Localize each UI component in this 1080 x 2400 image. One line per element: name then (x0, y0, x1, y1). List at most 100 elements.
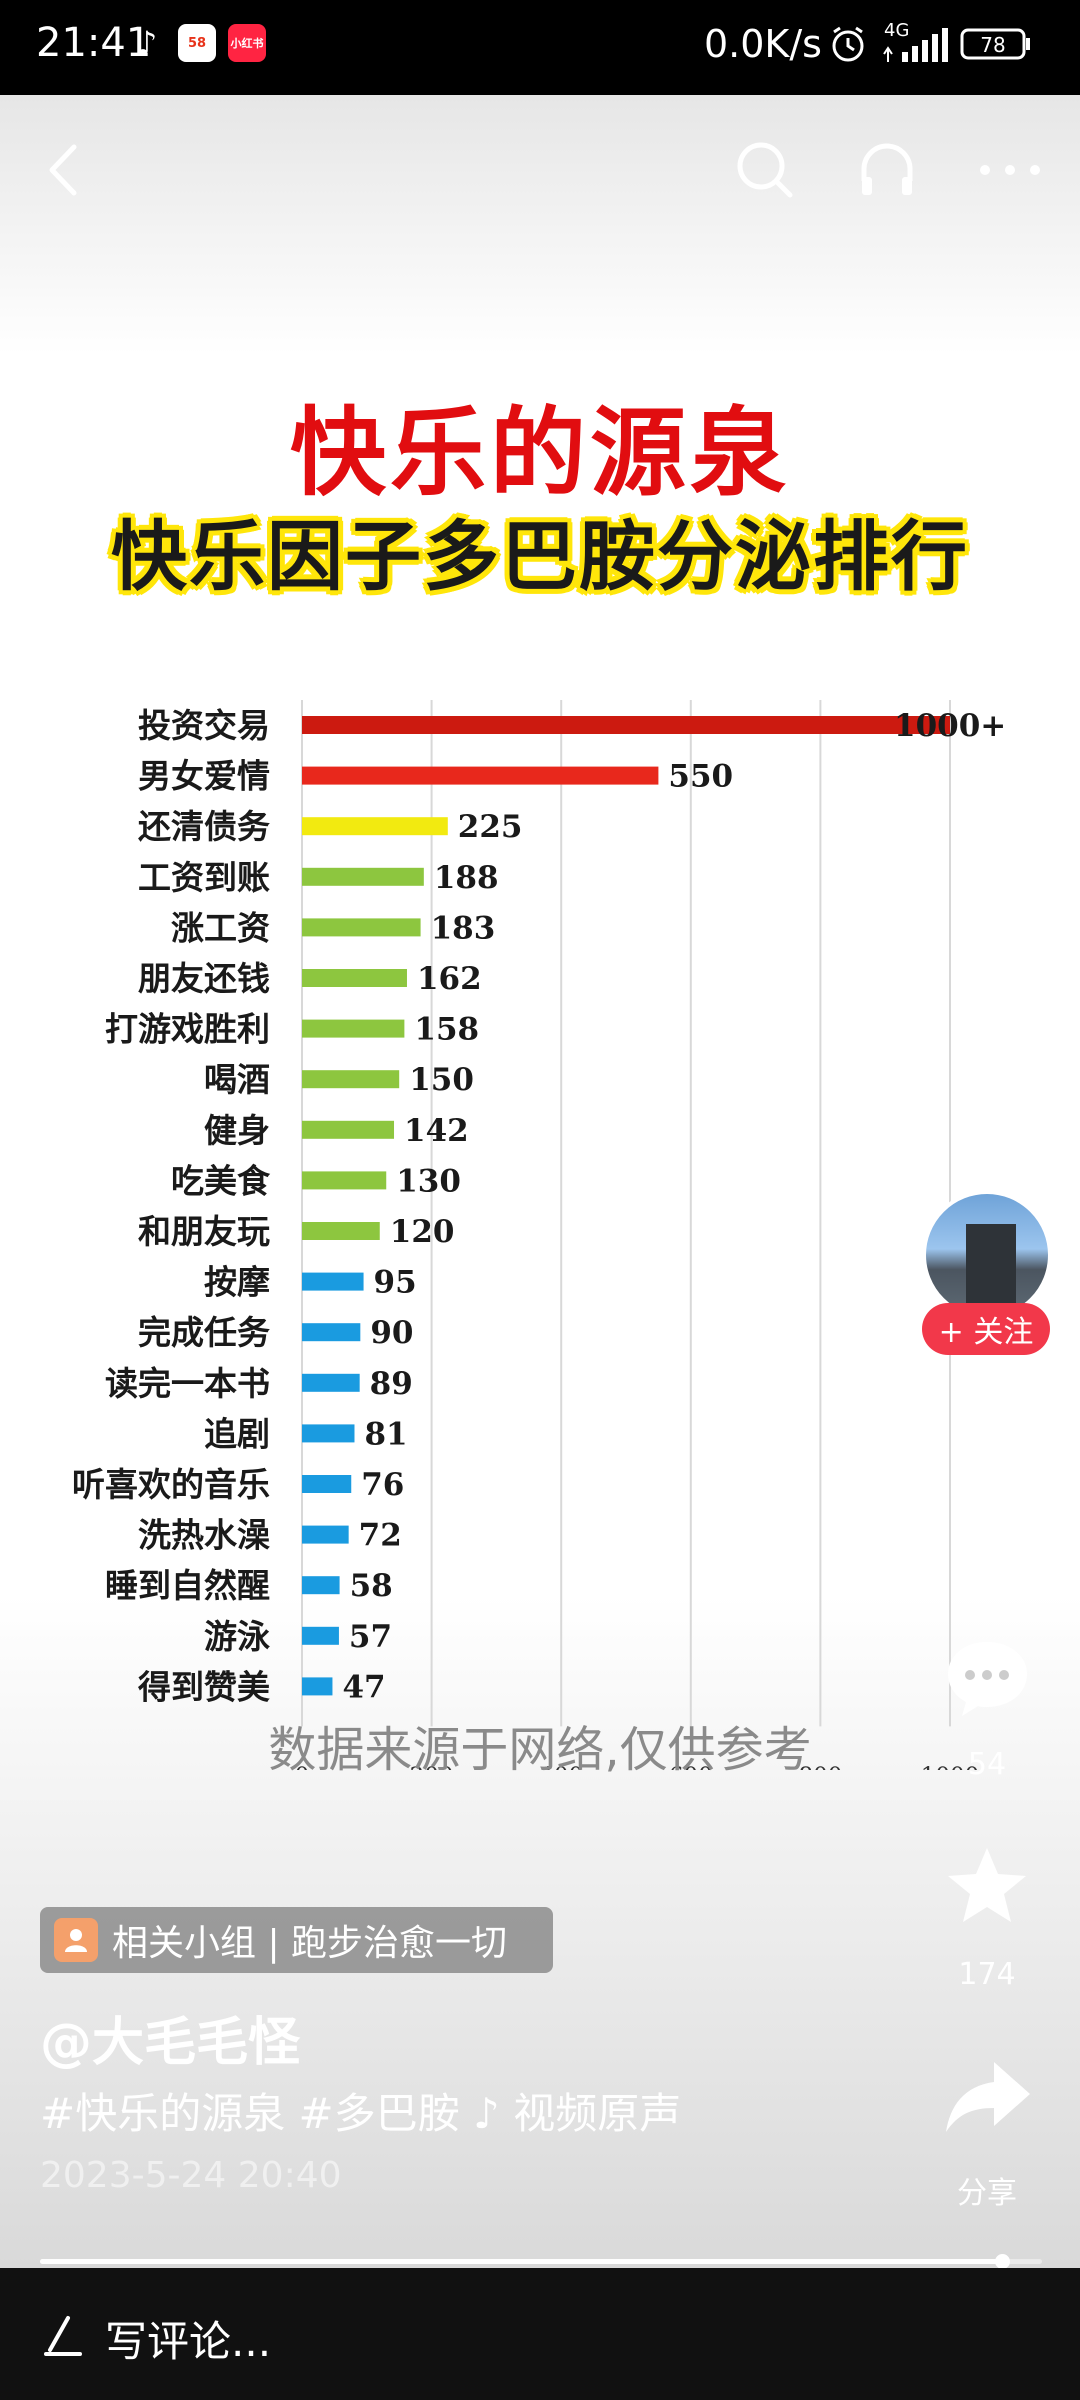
bar (302, 918, 421, 937)
post-date: 2023-5-24 20:40 (40, 2155, 342, 2196)
follow-button[interactable]: + 关注 (922, 1303, 1050, 1355)
bar (302, 1626, 339, 1645)
search-icon[interactable] (730, 135, 800, 205)
category-label: 游泳 (204, 1617, 270, 1656)
author-avatar[interactable] (922, 1190, 1052, 1320)
alarm-icon (832, 26, 864, 62)
category-label: 投资交易 (138, 706, 270, 745)
x-tick-label: 0 (295, 1763, 310, 1770)
category-label: 工资到账 (138, 858, 270, 897)
value-label: 142 (404, 1113, 469, 1149)
x-tick-label: 1000 (921, 1763, 980, 1770)
category-label: 洗热水澡 (138, 1516, 270, 1555)
bar (302, 1373, 360, 1392)
favorite-count: 174 (958, 1957, 1016, 1992)
bar (302, 969, 407, 987)
bar (302, 1070, 400, 1089)
value-label: 90 (370, 1315, 413, 1351)
value-label: 95 (374, 1265, 417, 1301)
category-label: 得到赞美 (137, 1667, 270, 1706)
bar (302, 1222, 380, 1240)
bar (302, 1525, 349, 1544)
value-label: 89 (370, 1366, 413, 1402)
bar (302, 1120, 395, 1139)
category-label: 读完一本书 (105, 1364, 270, 1403)
bottom-comment-bar[interactable]: 写评论... (0, 2268, 1080, 2400)
bar (302, 1576, 340, 1595)
bar (302, 1424, 355, 1443)
post-caption[interactable]: #快乐的源泉 #多巴胺 ♪ 视频原声 (40, 2089, 682, 2138)
bar (302, 766, 659, 785)
value-label: 183 (431, 910, 496, 946)
value-label: 188 (434, 860, 499, 896)
group-icon (54, 1918, 98, 1962)
x-tick-label: 200 (410, 1763, 454, 1770)
like-icon[interactable] (940, 1410, 1035, 1505)
category-label: 和朋友玩 (138, 1212, 270, 1251)
video-progress-bar[interactable] (40, 2254, 1042, 2268)
comment-icon[interactable] (940, 1630, 1035, 1725)
value-label: 225 (458, 809, 523, 845)
status-time: 21:41 (36, 20, 152, 66)
more-icon[interactable] (975, 135, 1045, 205)
category-label: 喝酒 (204, 1060, 270, 1099)
x-tick-label: 600 (669, 1763, 713, 1770)
bar (302, 1171, 387, 1190)
source-note: 数据来源于网络,仅供参考 (268, 1722, 812, 1778)
share-icon[interactable] (940, 2050, 1035, 2145)
network-speed: 0.0K/s (704, 22, 822, 66)
chart-subtitle: 快乐因子多巴胺分泌排行 (111, 512, 969, 601)
battery-icon: 78 (960, 28, 1030, 60)
signal-icon (883, 28, 948, 62)
value-label: 76 (361, 1467, 404, 1503)
category-label: 朋友还钱 (138, 959, 270, 998)
xiaohongshu-icon: 小红书 (228, 24, 266, 62)
bar (302, 1019, 405, 1038)
category-label: 按摩 (204, 1263, 270, 1302)
category-label: 涨工资 (171, 908, 270, 947)
value-label: 57 (349, 1619, 392, 1655)
category-label: 打游戏胜利 (105, 1010, 270, 1049)
bar (302, 716, 950, 734)
video-content[interactable]: 快乐的源泉 快乐因子多巴胺分泌排行 0 200 400 600 800 1000 投资交易 1… (0, 95, 1080, 2268)
favorite-icon[interactable] (940, 1840, 1035, 1935)
pen-icon (44, 2316, 82, 2356)
network-type: 4G (884, 20, 910, 41)
value-label: 150 (409, 1062, 474, 1098)
comment-count: 54 (967, 1747, 1007, 1782)
comment-input[interactable]: 写评论... (105, 2317, 272, 2366)
back-icon[interactable] (30, 135, 100, 205)
battery-level: 78 (980, 33, 1005, 57)
value-label: 130 (396, 1163, 461, 1199)
category-label: 睡到自然醒 (105, 1566, 270, 1605)
share-label[interactable]: 分享 (957, 2176, 1017, 2211)
like-count: 325 (958, 1535, 1016, 1570)
video-progress-handle[interactable] (994, 2254, 1010, 2268)
58-icon: 58 (178, 24, 216, 62)
bar (302, 1475, 352, 1493)
value-label: 1000+ (894, 708, 1006, 744)
status-bar: 21:41 ♪ 58 小红书 0.0K/s 4G 78 (0, 0, 1080, 95)
category-label: 吃美食 (171, 1161, 271, 1200)
bar (302, 1323, 361, 1342)
value-label: 58 (350, 1568, 393, 1604)
category-label: 男女爱情 (138, 757, 270, 796)
tiktok-icon: ♪ (136, 24, 158, 62)
group-tag-text: 相关小组 | 跑步治愈一切 (112, 1923, 508, 1964)
bar (302, 867, 424, 886)
category-label: 健身 (204, 1111, 270, 1150)
value-label: 162 (417, 961, 482, 997)
author-name[interactable]: @大毛毛怪 (40, 2013, 301, 2073)
category-label: 听喜欢的音乐 (72, 1465, 270, 1504)
related-group-tag[interactable]: 相关小组 | 跑步治愈一切 (40, 1907, 553, 1973)
value-label: 550 (668, 759, 733, 795)
bar-chart: 0 200 400 600 800 1000 投资交易 1000+ 男女爱情 550 还清债务 225… (72, 700, 1006, 1770)
value-label: 158 (414, 1012, 479, 1048)
value-label: 72 (359, 1518, 402, 1554)
value-label: 47 (342, 1669, 385, 1705)
bar (302, 817, 448, 836)
bar (302, 1272, 364, 1291)
x-tick-label: 800 (798, 1763, 842, 1770)
category-label: 完成任务 (138, 1313, 270, 1352)
listen-icon[interactable] (852, 135, 922, 205)
